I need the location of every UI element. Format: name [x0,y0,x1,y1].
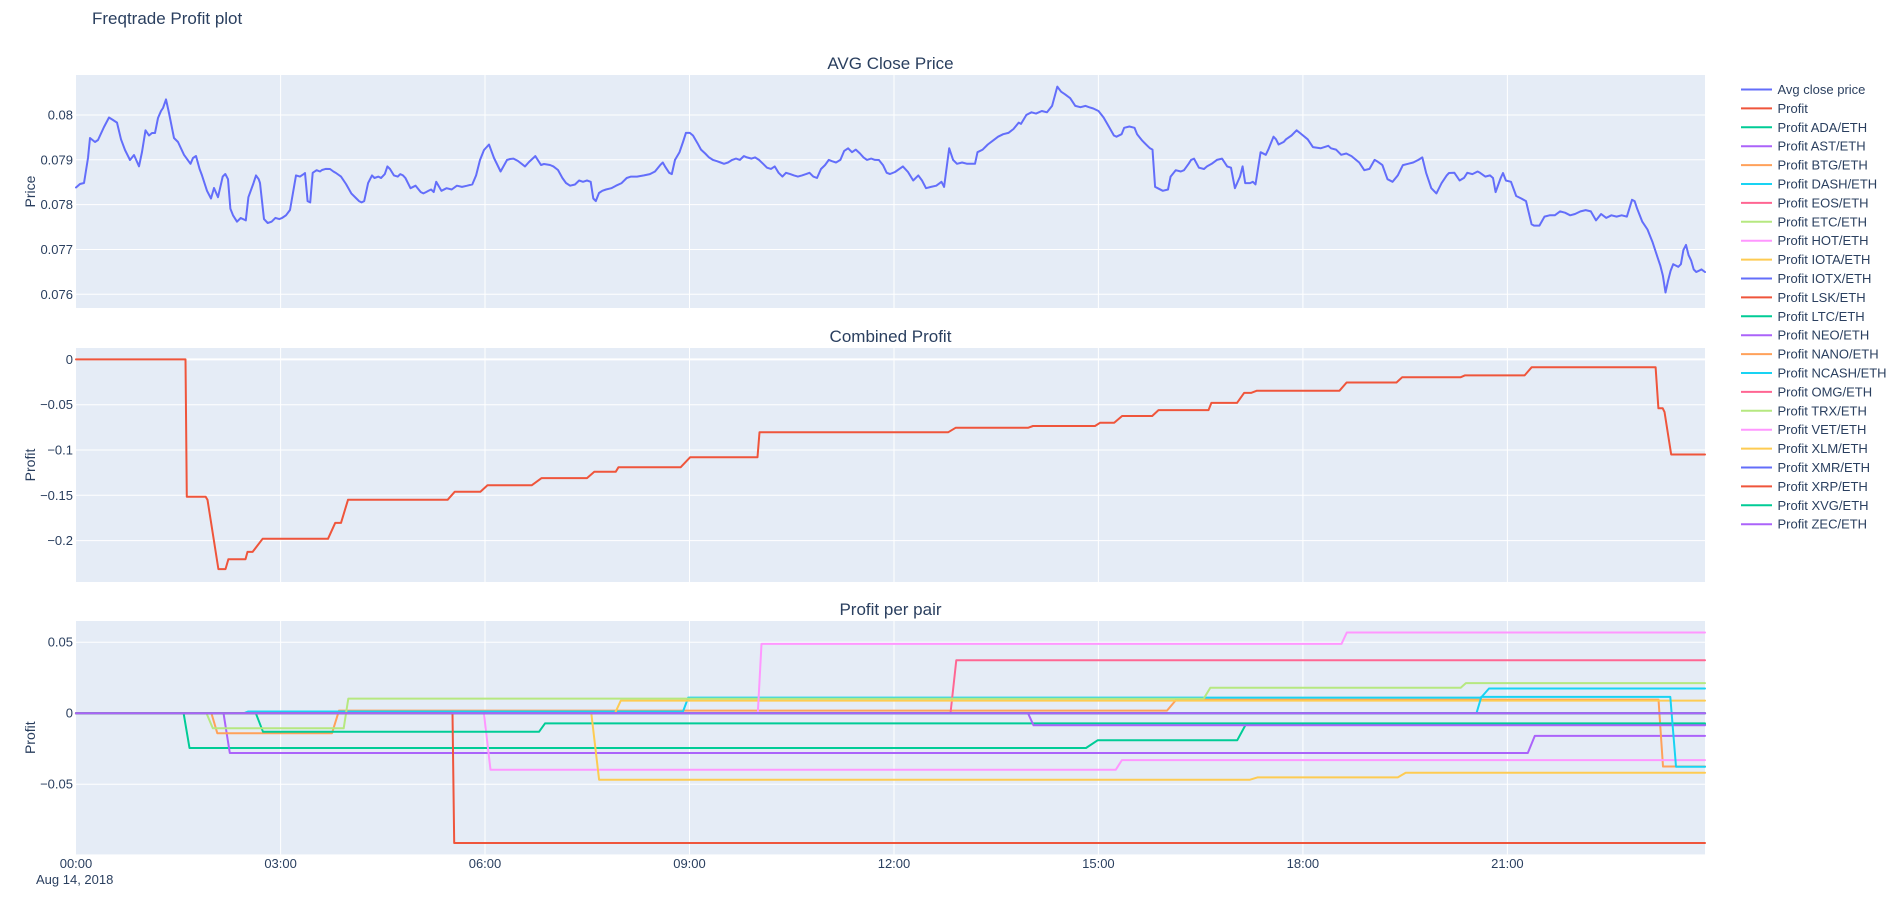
svg-text:0: 0 [66,706,73,721]
svg-text:Freqtrade Profit plot: Freqtrade Profit plot [92,9,243,28]
svg-text:Profit NCASH/ETH: Profit NCASH/ETH [1778,366,1887,381]
svg-text:00:00: 00:00 [60,856,93,871]
svg-text:Profit LTC/ETH: Profit LTC/ETH [1778,309,1865,324]
svg-text:Profit IOTX/ETH: Profit IOTX/ETH [1778,271,1872,286]
svg-text:0: 0 [66,352,73,367]
svg-text:0.079: 0.079 [40,152,73,167]
svg-text:Profit EOS/ETH: Profit EOS/ETH [1778,195,1869,210]
svg-text:−0.1: −0.1 [47,443,73,458]
svg-text:Avg close price: Avg close price [1778,82,1866,97]
svg-text:Profit: Profit [22,721,38,754]
svg-text:12:00: 12:00 [878,856,911,871]
svg-text:Profit: Profit [22,449,38,482]
svg-text:Combined Profit: Combined Profit [830,327,952,346]
svg-text:Profit XLM/ETH: Profit XLM/ETH [1778,441,1868,456]
svg-text:Profit ZEC/ETH: Profit ZEC/ETH [1778,517,1868,532]
svg-text:−0.2: −0.2 [47,533,73,548]
svg-text:AVG Close Price: AVG Close Price [827,54,953,73]
svg-text:Profit XRP/ETH: Profit XRP/ETH [1778,479,1868,494]
svg-text:Profit IOTA/ETH: Profit IOTA/ETH [1778,252,1871,267]
svg-text:Price: Price [22,175,38,207]
svg-text:15:00: 15:00 [1082,856,1115,871]
svg-text:Profit DASH/ETH: Profit DASH/ETH [1778,177,1878,192]
svg-text:Profit XMR/ETH: Profit XMR/ETH [1778,460,1870,475]
svg-text:Profit AST/ETH: Profit AST/ETH [1778,139,1866,154]
svg-text:Profit LSK/ETH: Profit LSK/ETH [1778,290,1866,305]
svg-text:06:00: 06:00 [469,856,502,871]
svg-text:Profit HOT/ETH: Profit HOT/ETH [1778,233,1869,248]
svg-text:Profit: Profit [1778,101,1809,116]
svg-text:Profit BTG/ETH: Profit BTG/ETH [1778,158,1868,173]
svg-text:0.078: 0.078 [40,197,73,212]
svg-text:Profit ADA/ETH: Profit ADA/ETH [1778,120,1868,135]
svg-text:Profit NEO/ETH: Profit NEO/ETH [1778,328,1870,343]
svg-text:Profit per pair: Profit per pair [839,600,941,619]
svg-text:Profit TRX/ETH: Profit TRX/ETH [1778,403,1867,418]
svg-text:Profit ETC/ETH: Profit ETC/ETH [1778,214,1868,229]
svg-text:Aug 14, 2018: Aug 14, 2018 [36,872,113,887]
svg-text:0.05: 0.05 [48,635,73,650]
svg-text:18:00: 18:00 [1287,856,1320,871]
svg-text:Profit NANO/ETH: Profit NANO/ETH [1778,347,1879,362]
svg-text:Profit OMG/ETH: Profit OMG/ETH [1778,384,1873,399]
svg-text:Profit VET/ETH: Profit VET/ETH [1778,422,1867,437]
svg-text:−0.05: −0.05 [40,777,73,792]
svg-text:0.076: 0.076 [40,287,73,302]
svg-text:21:00: 21:00 [1491,856,1524,871]
svg-text:−0.15: −0.15 [40,488,73,503]
svg-text:03:00: 03:00 [264,856,297,871]
svg-text:Profit XVG/ETH: Profit XVG/ETH [1778,498,1869,513]
svg-text:09:00: 09:00 [673,856,706,871]
svg-text:0.077: 0.077 [40,242,73,257]
svg-text:0.08: 0.08 [48,108,73,123]
svg-text:−0.05: −0.05 [40,397,73,412]
